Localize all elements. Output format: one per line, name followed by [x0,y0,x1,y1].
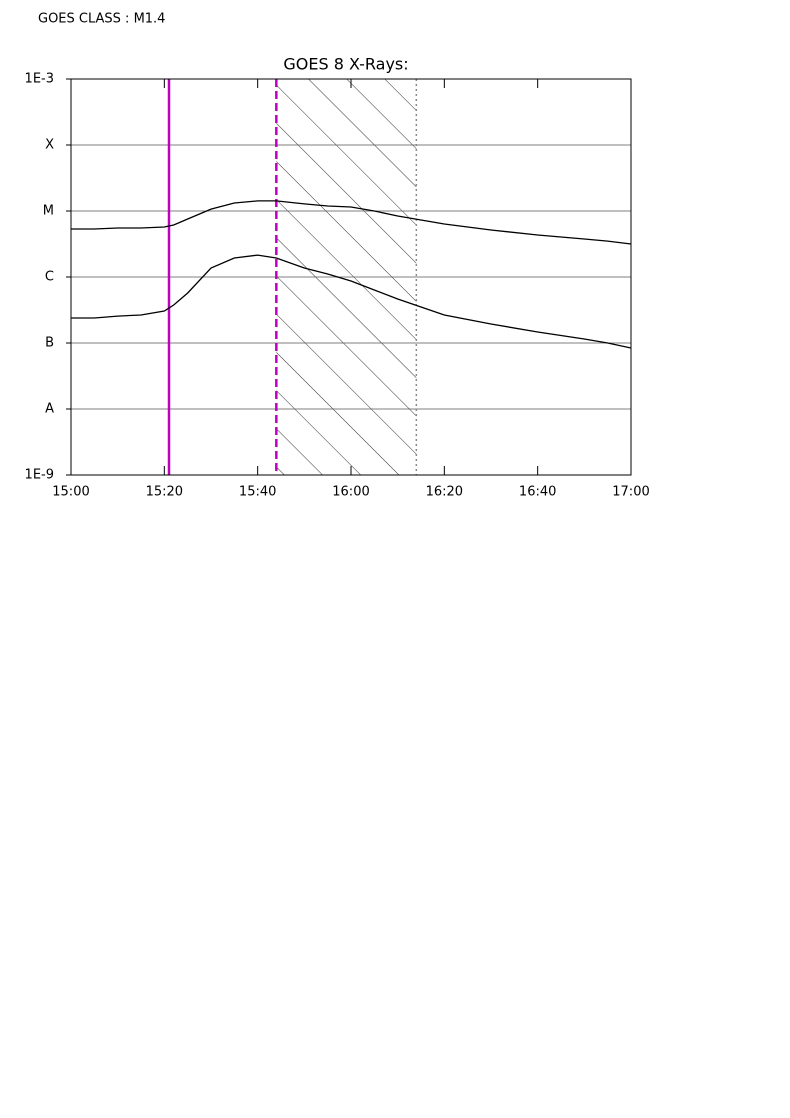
x-tick-label: 15:40 [239,485,276,500]
x-tick-label: 16:40 [519,485,556,500]
chart-title: GOES 8 X-Rays: [283,55,408,74]
x-tick-label: 17:00 [612,485,649,500]
y-tick-label: M [43,204,54,219]
y-tick-label: A [45,402,54,417]
y-tick-label: 1E-9 [25,468,54,483]
plot-frame [70,78,632,476]
x-tick-label: 16:20 [426,485,463,500]
goes-class: GOES CLASS : M1.4 [38,12,165,27]
x-tick-label: 16:00 [332,485,369,500]
flux-line [71,200,632,245]
x-tick-label: 15:20 [146,485,183,500]
y-tick-label: X [45,138,54,153]
flux-line [71,254,632,349]
x-tick-label: 15:00 [52,485,89,500]
y-tick-label: 1E-3 [25,72,54,87]
y-tick-label: C [45,270,54,285]
y-tick-label: B [45,336,54,351]
